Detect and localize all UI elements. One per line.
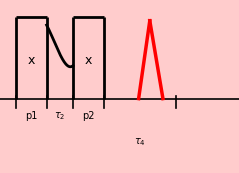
Text: p1: p1 — [25, 111, 37, 121]
Text: x: x — [85, 54, 92, 67]
Text: x: x — [27, 54, 35, 67]
Text: p2: p2 — [82, 111, 95, 121]
Text: $\tau_4$: $\tau_4$ — [134, 136, 146, 148]
Text: $\tau_2$: $\tau_2$ — [54, 110, 65, 122]
